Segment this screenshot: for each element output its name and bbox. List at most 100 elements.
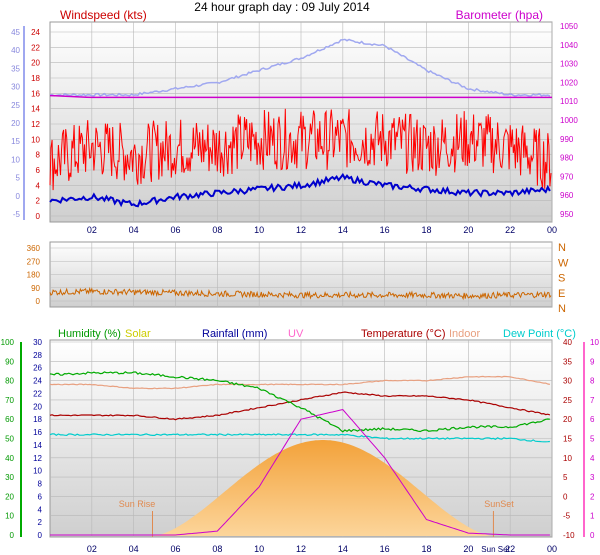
direction-tick: 0: [36, 297, 41, 306]
barometer-tick: 1030: [560, 60, 578, 69]
wind-time-tick: 04: [129, 225, 139, 235]
wind-time-tick: 02: [87, 225, 97, 235]
upper-trace-line: [49, 38, 551, 97]
temperature-trace-tick: 45: [11, 28, 20, 37]
rainfall-tick: 4: [38, 505, 43, 514]
temperature-trace-tick: 0: [16, 192, 21, 201]
sunrise-label: Sun Rise: [119, 499, 156, 509]
temperature-tick: 40: [563, 338, 572, 347]
uv-tick: 1: [590, 512, 595, 521]
rainfall-tick: 0: [38, 531, 43, 540]
temp-time-tick: 08: [212, 544, 222, 554]
rainfall-tick: 12: [33, 454, 42, 463]
uv-tick: 8: [590, 377, 595, 386]
temp-time-tick: 20: [463, 544, 473, 554]
compass-letter: N: [558, 303, 566, 315]
temperature-trace-tick: 25: [11, 101, 20, 110]
compass-letter: W: [558, 257, 569, 269]
temperature-trace-tick: 20: [11, 119, 20, 128]
windspeed-tick: 2: [36, 197, 41, 206]
wind-time-tick: 20: [463, 225, 473, 235]
uv-tick: 7: [590, 396, 595, 405]
rainfall-tick: 2: [38, 518, 43, 527]
humidity-tick: 0: [10, 531, 15, 540]
temperature-tick: 5: [563, 473, 568, 482]
rainfall-tick: 18: [33, 415, 42, 424]
windspeed-tick: 14: [31, 105, 40, 114]
wind-time-tick: 08: [212, 225, 222, 235]
wind-time-tick: 06: [170, 225, 180, 235]
windspeed-tick: 8: [36, 151, 41, 160]
windspeed-tick: 4: [36, 181, 41, 190]
barometer-line: [49, 94, 552, 99]
direction-tick: 360: [27, 244, 41, 253]
temp-time-tick: 22: [505, 544, 515, 554]
dewpoint-line: [49, 433, 550, 443]
temperature-tick: 20: [563, 415, 572, 424]
uv-line: [50, 409, 550, 536]
temp-time-tick: 04: [129, 544, 139, 554]
temperature-trace-tick: 10: [11, 155, 20, 164]
average-wind-line: [49, 172, 551, 208]
direction-tick: 90: [31, 284, 40, 293]
uv-tick: 4: [590, 454, 595, 463]
temperature-tick: 15: [563, 435, 572, 444]
compass-letter: N: [558, 242, 566, 254]
wind-panel-series: [49, 38, 552, 208]
uv-tick: 3: [590, 473, 595, 482]
windspeed-tick: 22: [31, 43, 40, 52]
rainfall-label: Rainfall (mm): [202, 328, 267, 340]
indoor-label: Indoor: [449, 328, 481, 340]
uv-label: UV: [288, 328, 304, 340]
barometer-tick: 1020: [560, 78, 578, 87]
temp-time-tick: 12: [296, 544, 306, 554]
temperature-trace-tick: 40: [11, 46, 20, 55]
temperature-tick: -5: [563, 512, 571, 521]
temperature-trace-tick: 15: [11, 137, 20, 146]
windspeed-line: [49, 108, 552, 191]
rainfall-tick: 14: [33, 441, 42, 450]
rainfall-tick: 28: [33, 351, 42, 360]
sun-set-overlap-label: Sun Set: [481, 545, 510, 554]
dewpoint-label: Dew Point (°C): [503, 328, 576, 340]
direction-panel-grid: [50, 242, 553, 307]
windspeed-tick: 0: [36, 212, 41, 221]
temperature-line: [49, 391, 551, 421]
temperature-tick: 35: [563, 357, 572, 366]
rainfall-tick: 6: [38, 492, 43, 501]
barometer-tick: 980: [560, 154, 574, 163]
temperature-tick: -10: [563, 531, 575, 540]
wind-time-tick: 14: [338, 225, 348, 235]
windspeed-tick: 20: [31, 59, 40, 68]
temperature-panel-series: [49, 371, 551, 537]
temp-time-tick: 16: [380, 544, 390, 554]
direction-tick: 180: [27, 271, 41, 280]
windspeed-label: Windspeed (kts): [60, 8, 147, 22]
humidity-tick: 90: [5, 357, 14, 366]
temp-time-tick: 00: [547, 544, 557, 554]
humidity-tick: 60: [5, 415, 14, 424]
uv-tick: 6: [590, 415, 595, 424]
temp-time-tick: 10: [254, 544, 264, 554]
wind-time-tick: 18: [421, 225, 431, 235]
temperature-tick: 30: [563, 377, 572, 386]
barometer-label: Barometer (hpa): [456, 8, 543, 22]
wind-time-tick: 22: [505, 225, 515, 235]
uv-tick: 10: [590, 338, 599, 347]
temperature-trace-tick: 5: [16, 174, 21, 183]
solar-area: [152, 440, 494, 536]
rainfall-tick: 22: [33, 389, 42, 398]
barometer-tick: 990: [560, 135, 574, 144]
wind-direction-line: [49, 286, 552, 301]
barometer-tick: 1010: [560, 97, 578, 106]
barometer-tick: 1000: [560, 116, 578, 125]
rainfall-tick: 24: [33, 377, 42, 386]
wind-time-tick: 12: [296, 225, 306, 235]
temperature-trace-tick: 35: [11, 64, 20, 73]
barometer-tick: 1050: [560, 22, 578, 31]
temp-time-tick: 06: [170, 544, 180, 554]
humidity-tick: 10: [5, 512, 14, 521]
wind-time-tick: 00: [547, 225, 557, 235]
temperature-tick: 10: [563, 454, 572, 463]
temperature-tick: 0: [563, 492, 568, 501]
